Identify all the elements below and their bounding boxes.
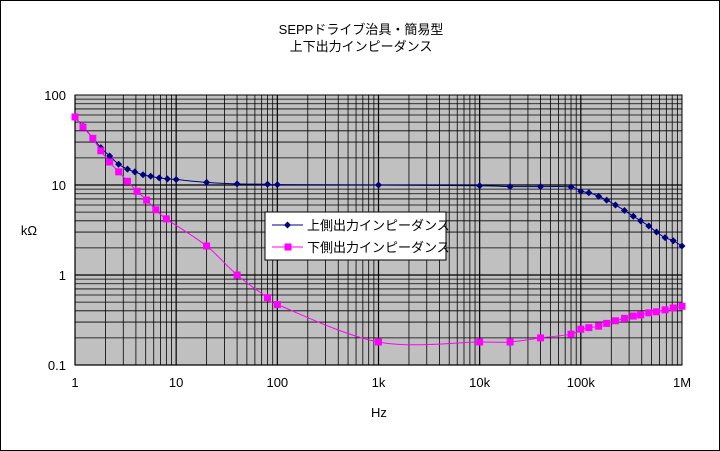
y-tick-label: 0.1 xyxy=(48,358,66,373)
x-tick-label: 1M xyxy=(673,375,691,390)
data-point xyxy=(71,113,79,121)
data-point xyxy=(645,222,653,230)
data-point xyxy=(637,311,645,319)
y-tick-label: 1 xyxy=(59,268,66,283)
data-point xyxy=(123,165,131,173)
grid-lines xyxy=(74,95,682,366)
data-point xyxy=(172,176,180,184)
data-point xyxy=(89,134,97,142)
data-point xyxy=(147,172,155,180)
data-point xyxy=(155,174,163,182)
data-point xyxy=(537,334,545,342)
legend-label-lower: 下側出力インピーダンス xyxy=(307,240,450,255)
y-tick-label: 100 xyxy=(44,88,66,103)
data-point xyxy=(233,271,241,279)
legend-box xyxy=(264,211,447,261)
data-point xyxy=(585,324,593,332)
data-point xyxy=(162,215,170,223)
x-tick-labels: 1 10 100 1k 10k 100k 1M xyxy=(71,375,691,390)
data-point xyxy=(506,338,514,346)
data-point xyxy=(603,196,611,204)
series-upper xyxy=(71,114,686,250)
data-point xyxy=(375,338,382,346)
x-tick-label: 10 xyxy=(169,375,183,390)
data-point xyxy=(163,175,171,183)
data-point xyxy=(661,234,669,242)
chart-subtitle: 上下出力インピーダンス xyxy=(290,39,433,54)
data-point xyxy=(115,168,123,176)
data-point xyxy=(79,123,87,131)
data-point xyxy=(203,178,211,186)
data-point xyxy=(629,212,637,220)
data-point xyxy=(133,187,141,195)
data-point xyxy=(97,147,105,155)
data-point xyxy=(585,189,593,197)
data-point xyxy=(629,312,637,320)
data-point xyxy=(567,183,575,191)
data-point xyxy=(131,168,139,176)
legend-label-upper: 上側出力インピーダンス xyxy=(307,218,450,233)
data-point xyxy=(476,182,484,190)
data-point xyxy=(203,242,211,250)
y-axis-label: kΩ xyxy=(21,223,38,238)
data-point xyxy=(273,181,281,189)
data-point xyxy=(645,309,653,317)
data-point xyxy=(106,152,114,160)
data-point xyxy=(620,207,628,215)
x-tick-label: 100 xyxy=(266,375,288,390)
data-point xyxy=(595,192,603,200)
data-point xyxy=(273,301,281,309)
data-point xyxy=(661,306,669,314)
data-point xyxy=(537,183,545,191)
y-tick-label: 10 xyxy=(52,178,66,193)
data-point xyxy=(595,322,603,330)
x-axis-label: Hz xyxy=(371,405,387,420)
data-point xyxy=(611,201,619,209)
data-point xyxy=(669,304,677,312)
series-lower xyxy=(71,113,686,346)
data-point xyxy=(577,187,585,195)
series-layer xyxy=(71,113,686,346)
data-point xyxy=(264,294,272,302)
y-tick-labels: 0.1 1 10 100 xyxy=(44,88,66,373)
data-point xyxy=(233,180,241,188)
data-point xyxy=(152,206,160,214)
data-point xyxy=(567,330,575,338)
data-point xyxy=(143,196,151,204)
data-point xyxy=(620,314,628,322)
data-point xyxy=(653,228,661,236)
data-point xyxy=(476,338,484,346)
data-point xyxy=(106,158,114,166)
data-point xyxy=(653,308,661,316)
data-point xyxy=(678,302,686,310)
data-point xyxy=(115,160,123,168)
data-point xyxy=(139,171,147,179)
data-point xyxy=(603,319,611,327)
data-point xyxy=(611,317,619,325)
data-point xyxy=(264,180,272,188)
data-point xyxy=(577,325,585,333)
data-point xyxy=(123,177,131,185)
data-point xyxy=(669,237,677,245)
x-tick-label: 10k xyxy=(469,375,490,390)
data-point xyxy=(637,217,645,225)
data-point xyxy=(678,242,686,250)
legend-marker-lower xyxy=(284,243,292,251)
legend-marker-upper xyxy=(284,221,291,229)
x-tick-label: 1k xyxy=(372,375,386,390)
data-point xyxy=(506,183,514,191)
chart-title: SEPPドライブ治具・簡易型 xyxy=(279,22,444,37)
plot-border xyxy=(74,94,683,366)
x-tick-label: 1 xyxy=(71,375,78,390)
data-point xyxy=(375,181,382,189)
x-tick-label: 100k xyxy=(567,375,596,390)
legend: 上側出力インピーダンス 下側出力インピーダンス xyxy=(264,211,450,261)
